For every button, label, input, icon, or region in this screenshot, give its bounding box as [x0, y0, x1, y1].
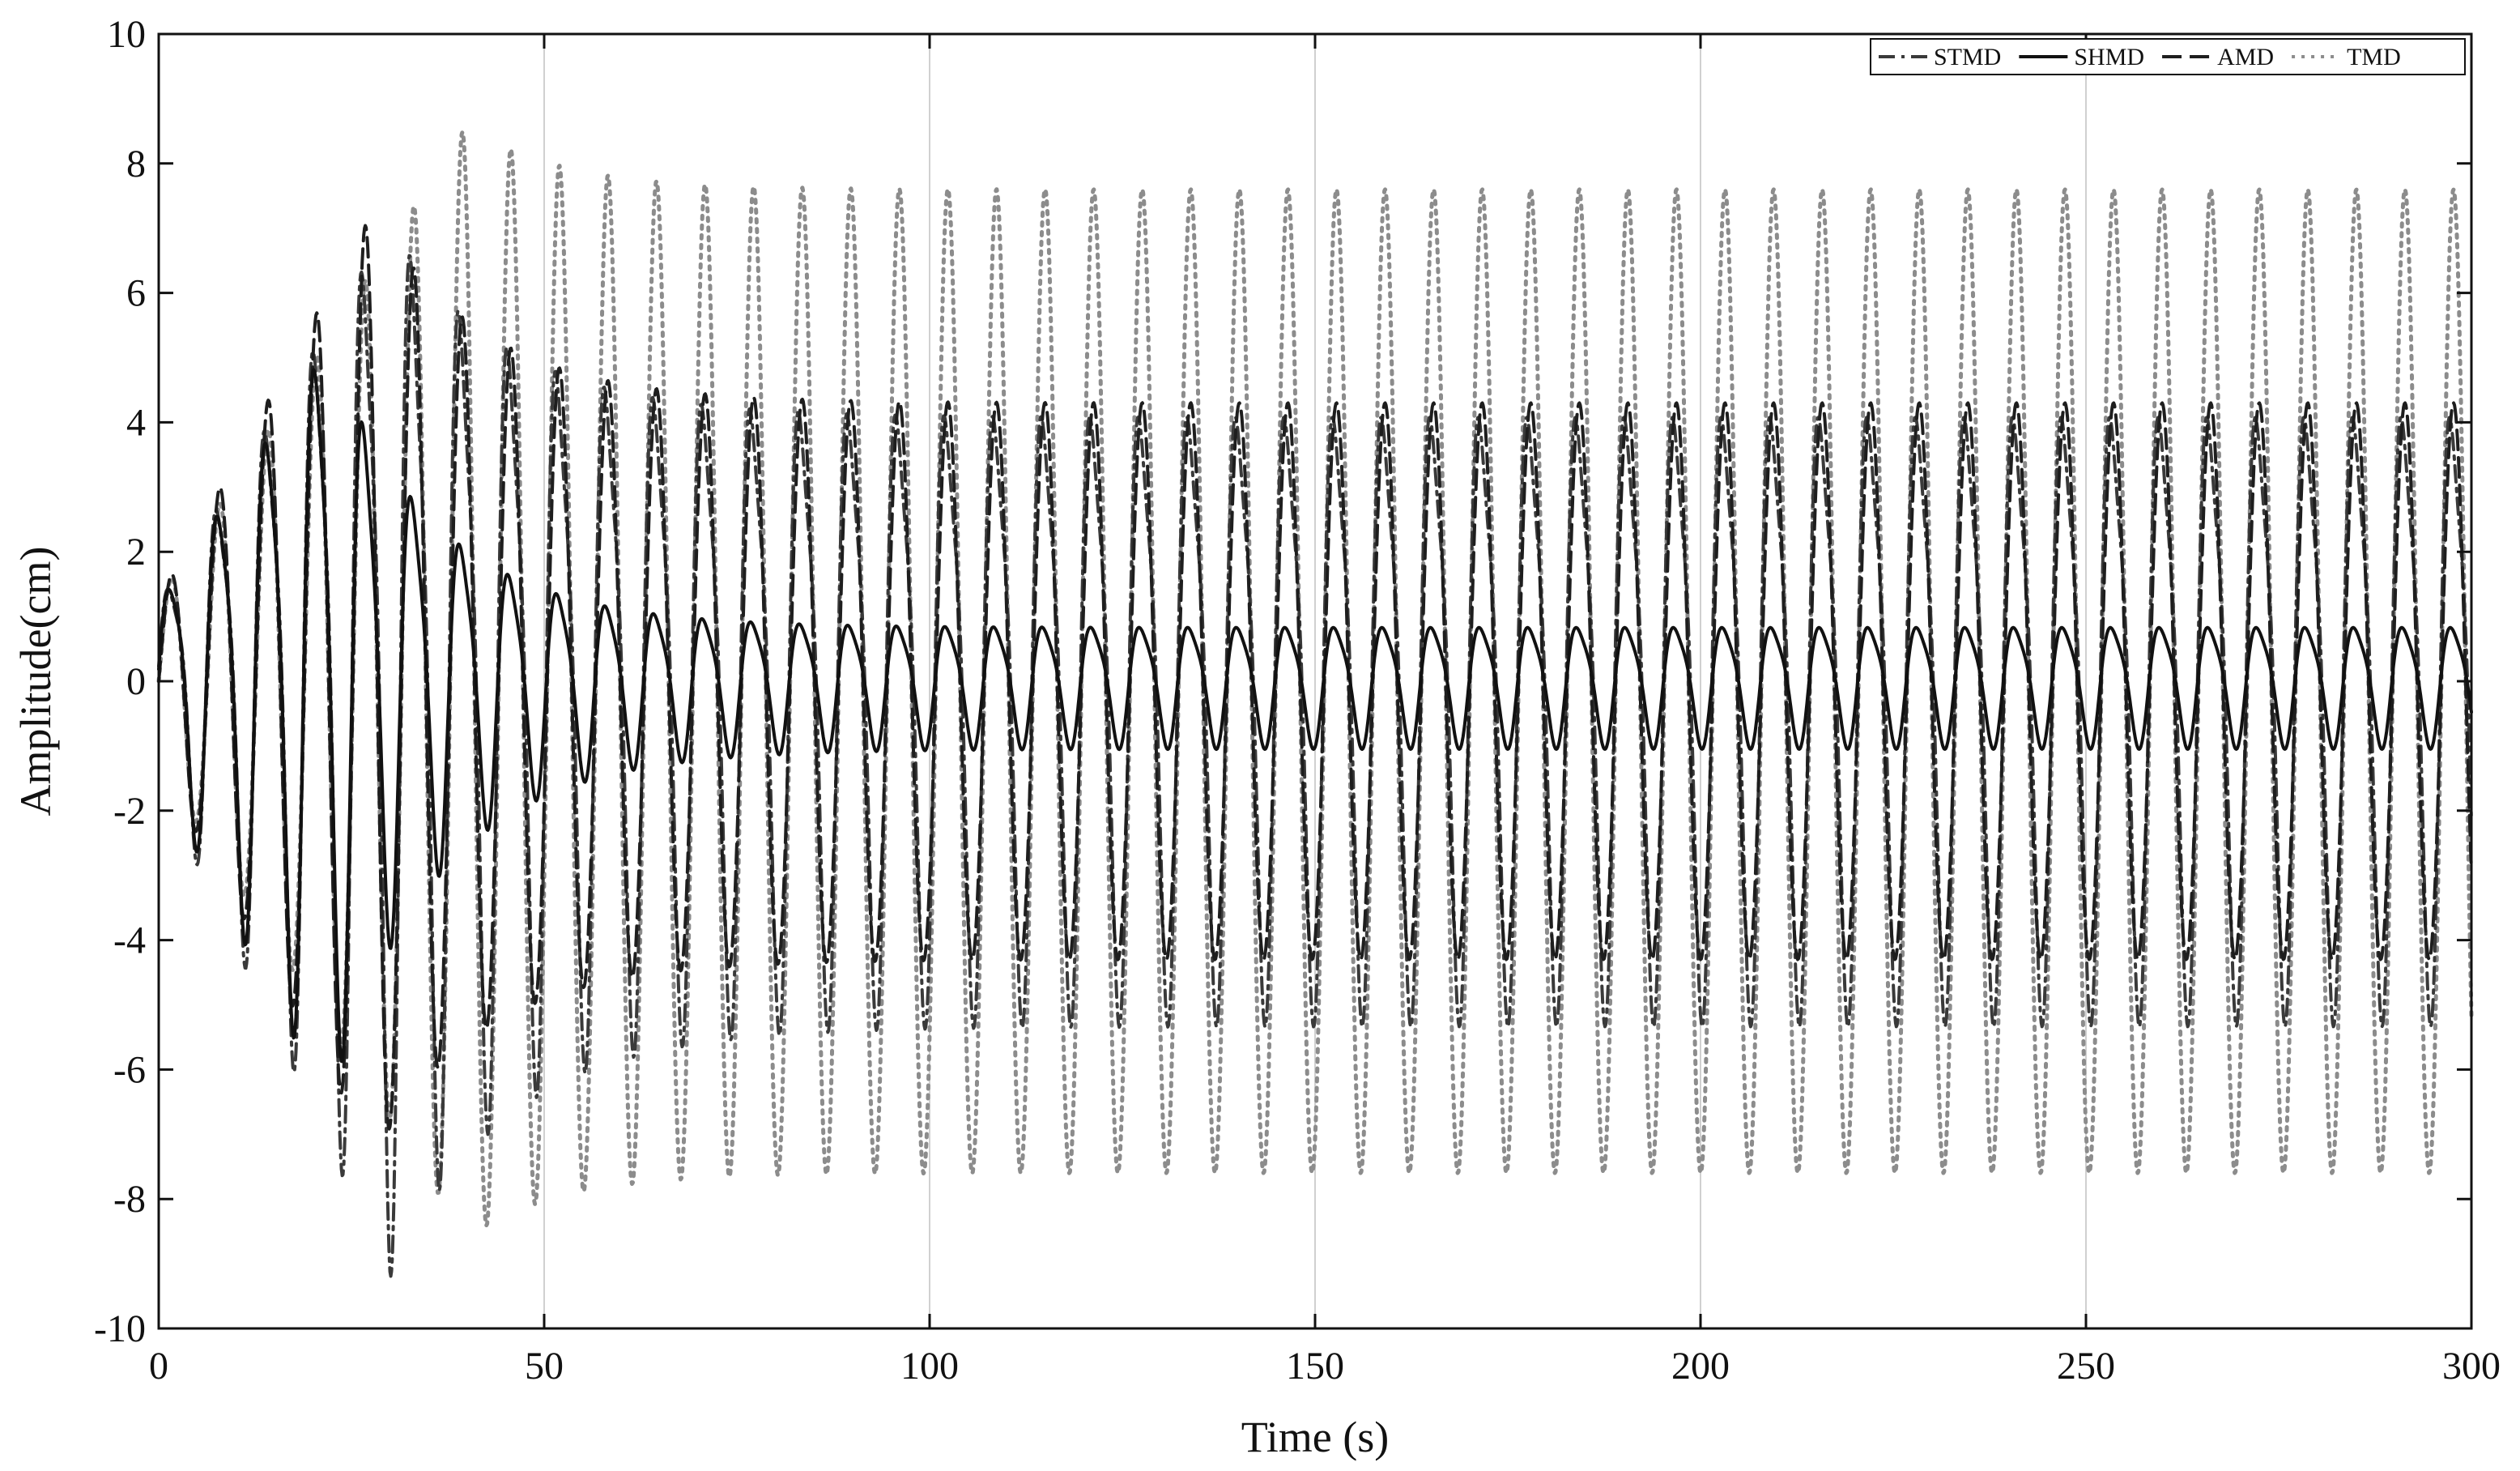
- y-tick-label-5: 0: [126, 660, 146, 703]
- x-tick-label-1: 50: [525, 1345, 564, 1388]
- series-lines: [156, 130, 2474, 1278]
- x-tick-label-5: 250: [2057, 1345, 2115, 1388]
- y-tick-label-7: 4: [126, 401, 146, 444]
- series-line-amd: [157, 224, 2473, 1131]
- x-axis-label: Time (s): [1241, 1413, 1390, 1461]
- legend-label-tmd: TMD: [2347, 44, 2401, 70]
- x-tick-label-3: 150: [1286, 1345, 1344, 1388]
- y-tick-label-1: -8: [113, 1178, 146, 1221]
- grid-lines: [543, 34, 2087, 1328]
- y-tick-label-0: -10: [94, 1307, 146, 1350]
- y-tick-label-9: 8: [126, 143, 146, 185]
- x-tick-label-2: 100: [900, 1345, 959, 1388]
- legend-label-amd: AMD: [2217, 44, 2274, 70]
- legend-label-shmd: SHMD: [2074, 44, 2144, 70]
- y-tick-label-4: -2: [113, 790, 146, 833]
- y-tick-label-3: -4: [113, 919, 146, 962]
- x-tick-label-4: 200: [1671, 1345, 1730, 1388]
- axis-ticks: 0 50 100 150 200 250 300 -10 -8 -6 -4 -2 0 2 4 6 8 10: [94, 13, 2501, 1388]
- y-axis-label: Amplitude(cm): [11, 547, 60, 817]
- y-tick-label-10: 10: [107, 13, 146, 56]
- series-line-shmd: [157, 368, 2473, 1064]
- x-tick-label-6: 300: [2442, 1345, 2501, 1388]
- x-tick-label-0: 0: [149, 1345, 168, 1388]
- y-tick-label-6: 2: [126, 531, 146, 573]
- legend-label-stmd: STMD: [1934, 44, 2001, 70]
- y-tick-label-8: 6: [126, 272, 146, 315]
- legend: STMD SHMD AMD TMD: [1870, 38, 2466, 75]
- y-tick-label-2: -6: [113, 1048, 146, 1091]
